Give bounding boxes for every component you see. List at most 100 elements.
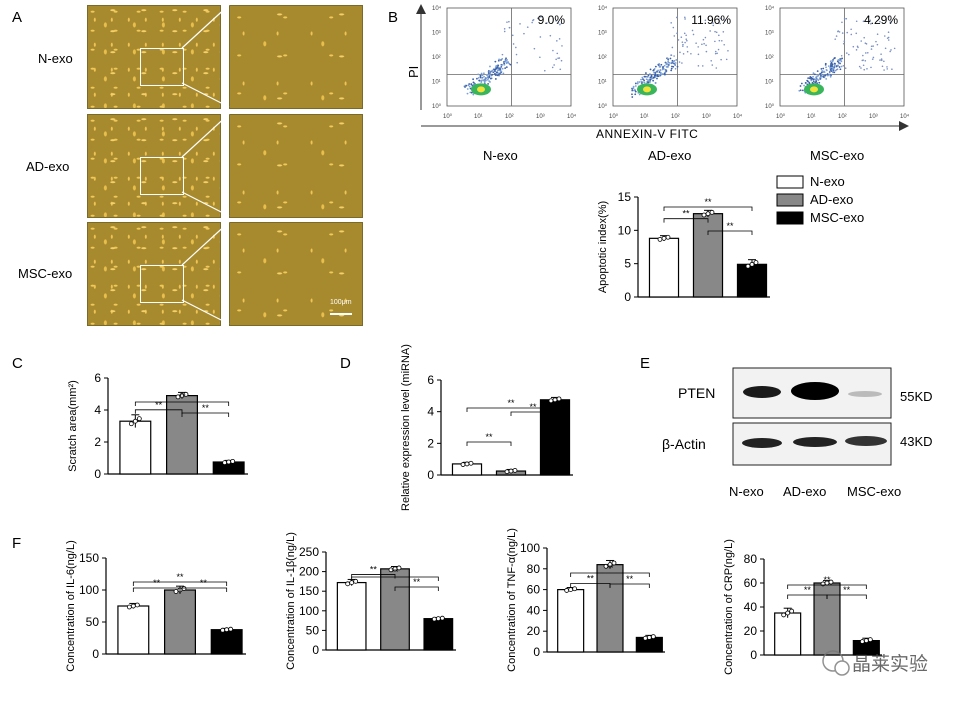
flow-x-tick: 10¹	[807, 114, 816, 120]
flow-event	[503, 28, 506, 30]
flow-event	[649, 68, 652, 71]
y-tick-label: 15	[618, 190, 632, 204]
flow-event	[835, 35, 838, 37]
flow-y-tick: 10²	[598, 55, 607, 61]
significance-bracket	[179, 587, 228, 592]
data-point	[130, 603, 136, 609]
flow-event	[502, 61, 505, 63]
flow-x-arrowhead	[899, 121, 909, 131]
flow-event	[890, 49, 892, 51]
flow-event	[495, 65, 498, 68]
flow-event	[829, 65, 832, 68]
flow-event	[671, 46, 674, 49]
flow-event	[466, 88, 469, 90]
flow-event	[800, 82, 803, 85]
flow-event	[489, 65, 491, 68]
flow-event	[871, 58, 874, 60]
y-tick-label: 5	[624, 257, 631, 271]
bar-chart-c: 0 2 4 6 Scratch area(mm²) ** ** **	[67, 371, 248, 481]
significance-bracket	[466, 441, 512, 446]
flow-event	[555, 20, 557, 22]
flow-event	[846, 31, 849, 34]
flow-x-tick: 10³	[869, 114, 878, 120]
flow-event	[650, 74, 653, 77]
flow-event	[496, 71, 498, 74]
flow-y-tick: 10⁴	[765, 5, 775, 12]
flow-event	[714, 52, 717, 55]
y-tick-label: 60	[527, 583, 541, 597]
bar-n-exo	[336, 581, 367, 651]
significance-marker: **	[626, 574, 634, 584]
flow-event	[644, 75, 647, 78]
panel-label-b: B	[388, 9, 398, 26]
flow-y-tick: 10⁰	[765, 103, 775, 110]
flow-event	[835, 65, 838, 67]
flow-event	[560, 59, 563, 62]
y-tick-label: 20	[527, 624, 541, 638]
flow-event	[640, 78, 642, 81]
bar-n-exo	[648, 237, 680, 298]
flow-event	[497, 73, 500, 76]
flow-quadrant-percent: 11.96%	[691, 13, 731, 27]
flow-event	[656, 75, 659, 78]
flow-event	[472, 78, 475, 81]
flow-event	[488, 76, 491, 79]
data-point	[220, 627, 226, 633]
bar-n-exo	[117, 605, 150, 655]
significance-bracket	[134, 401, 230, 406]
flow-event	[496, 74, 499, 77]
flow-event	[508, 26, 511, 29]
flow-event	[810, 76, 813, 79]
flow-event	[669, 57, 672, 60]
flow-event	[673, 35, 676, 37]
panel-label-d: D	[340, 355, 351, 372]
flow-event	[883, 35, 886, 37]
blot-lane-msc-exo: MSC-exo	[847, 484, 901, 499]
data-point	[136, 416, 142, 422]
flow-event	[539, 56, 541, 59]
flow-event	[697, 65, 700, 67]
flow-event	[634, 82, 637, 85]
blot-size-pten: 55KD	[900, 389, 933, 404]
flow-event	[703, 42, 705, 45]
flow-event	[470, 83, 473, 85]
flow-event	[867, 15, 870, 18]
flow-event	[875, 40, 877, 43]
y-tick-label: 4	[94, 403, 101, 417]
flow-event	[684, 41, 686, 44]
pten-band-msc-exo	[848, 391, 882, 397]
flow-event	[831, 65, 834, 67]
flow-event	[810, 78, 813, 80]
flow-event	[631, 96, 634, 98]
flow-y-label: PI	[406, 66, 421, 78]
flow-event	[487, 83, 490, 85]
flow-plot-frame	[612, 7, 738, 107]
flow-event	[665, 66, 668, 68]
flow-x-tick: 10²	[838, 114, 847, 120]
flow-event	[681, 62, 683, 64]
data-point	[745, 263, 751, 269]
flow-event	[634, 90, 637, 93]
flow-event	[815, 78, 817, 81]
panel-label-a: A	[12, 9, 22, 26]
flow-event	[634, 93, 637, 96]
flow-event	[697, 53, 700, 56]
flow-event	[830, 63, 832, 65]
flow-event	[466, 92, 469, 95]
flow-event	[512, 43, 515, 45]
flow-event	[725, 58, 728, 61]
flow-event	[886, 37, 889, 39]
flow-event	[505, 57, 507, 60]
significance-bracket	[132, 581, 228, 586]
flow-event	[834, 38, 837, 40]
flow-event	[876, 43, 879, 46]
flow-event	[711, 64, 714, 66]
flow-event	[866, 68, 868, 70]
flow-event	[848, 53, 850, 56]
flow-event	[862, 54, 864, 57]
flow-event	[822, 76, 825, 78]
flow-event	[647, 75, 649, 78]
y-tick-label: 150	[299, 584, 319, 598]
flow-event	[650, 77, 653, 80]
